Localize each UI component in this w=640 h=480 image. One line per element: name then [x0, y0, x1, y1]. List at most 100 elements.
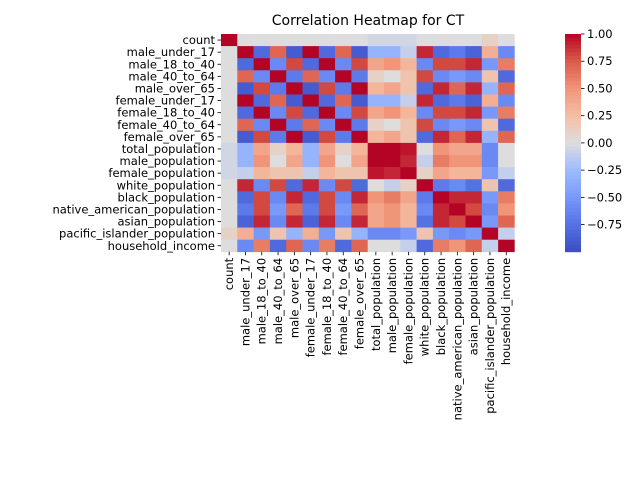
x-tick-label: female_population — [401, 258, 415, 365]
colorbar: 1.00 0.75 0.50 0.25 0.00 −0.25 −0.50 −0.75 — [565, 27, 622, 253]
heatmap-cell — [318, 58, 336, 71]
heatmap-cell — [351, 46, 368, 59]
heatmap-cell — [221, 94, 238, 107]
heatmap-cell — [302, 94, 320, 107]
heatmap-cell — [253, 155, 271, 168]
heatmap-cell — [269, 70, 287, 83]
heatmap-cell — [416, 94, 434, 107]
heatmap-cell — [498, 191, 515, 204]
x-tick-label: female_40_to_64 — [336, 258, 350, 356]
heatmap-cell — [237, 179, 254, 192]
heatmap-cell — [400, 130, 417, 144]
x-tick-label: male_18_to_40 — [255, 258, 269, 345]
heatmap-cell — [286, 82, 303, 95]
heatmap-cell — [465, 106, 483, 119]
heatmap-cell — [286, 58, 303, 71]
colorbar-segment — [565, 219, 581, 224]
heatmap-cell — [400, 142, 417, 156]
heatmap-cell — [465, 167, 483, 180]
colorbar-segment — [565, 175, 581, 180]
y-tick-label: household_income — [108, 239, 215, 253]
heatmap-cell — [253, 227, 271, 240]
chart-title: Correlation Heatmap for CT — [272, 13, 465, 29]
colorbar-segment — [565, 244, 581, 249]
y-tick-label: female_over_65 — [124, 130, 215, 144]
colorbar-segment — [565, 150, 581, 155]
colorbar-segment — [565, 124, 581, 129]
colorbar-segment — [565, 226, 581, 231]
colorbar-segment — [565, 139, 581, 144]
colorbar-segment — [565, 186, 581, 191]
heatmap-cell — [416, 215, 434, 228]
x-tick-label: black_population — [434, 258, 448, 355]
heatmap-cell — [384, 191, 401, 204]
heatmap-cell — [416, 34, 434, 47]
heatmap-cell — [449, 227, 466, 240]
heatmap-cell — [221, 34, 238, 47]
heatmap-cell — [221, 155, 238, 168]
heatmap-cell — [302, 34, 320, 47]
heatmap-cell — [416, 179, 434, 192]
x-tick-label: pacific_islander_population — [483, 258, 497, 414]
heatmap-cell — [286, 215, 303, 228]
heatmap-cell — [335, 46, 352, 59]
heatmap-cell — [481, 34, 499, 47]
colorbar-segment — [565, 77, 581, 82]
heatmap-cell — [449, 58, 466, 71]
heatmap-cell — [384, 70, 401, 83]
heatmap-cell — [449, 46, 466, 59]
heatmap-cell — [384, 130, 401, 144]
heatmap-cell — [335, 203, 352, 216]
colorbar-segment — [565, 161, 581, 166]
heatmap-cell — [221, 58, 238, 71]
heatmap-cell — [465, 179, 483, 192]
heatmap-cell — [367, 227, 385, 240]
heatmap-cell — [302, 106, 320, 119]
heatmap-cell — [400, 167, 417, 180]
y-tick-label: male_under_17 — [127, 45, 215, 59]
heatmap-cell — [302, 142, 320, 156]
heatmap-cell — [351, 167, 368, 180]
heatmap-cell — [416, 142, 434, 156]
heatmap-cell — [416, 118, 434, 132]
heatmap-cell — [269, 191, 287, 204]
heatmap-cell — [351, 203, 368, 216]
heatmap-cell — [286, 239, 303, 253]
heatmap-cell — [318, 118, 336, 132]
heatmap-cell — [302, 215, 320, 228]
heatmap-cell — [400, 34, 417, 47]
colorbar-segment — [565, 233, 581, 238]
heatmap-cell — [286, 118, 303, 132]
heatmap-cell — [237, 70, 254, 83]
y-tick-label: female_population — [108, 166, 215, 180]
heatmap-cell — [384, 215, 401, 228]
heatmap-cell — [335, 191, 352, 204]
heatmap-cell — [351, 106, 368, 119]
heatmap-cell — [367, 94, 385, 107]
heatmap-cell — [221, 167, 238, 180]
x-tick-label: asian_population — [467, 258, 481, 356]
colorbar-segment — [565, 102, 581, 107]
heatmap-cell — [286, 227, 303, 240]
heatmap-cell — [449, 203, 466, 216]
heatmap-cell — [221, 70, 238, 83]
heatmap-cell — [416, 130, 434, 144]
heatmap-cell — [416, 82, 434, 95]
heatmap-cell — [269, 58, 287, 71]
heatmap-cell — [351, 227, 368, 240]
heatmap-cell — [286, 130, 303, 144]
heatmap-cell — [465, 70, 483, 83]
heatmap-cell — [221, 239, 238, 253]
heatmap-cell — [498, 130, 515, 144]
colorbar-segment — [565, 110, 581, 115]
heatmap-cell — [432, 239, 450, 253]
heatmap-cell — [498, 82, 515, 95]
colorbar-tick-label: 0.75 — [587, 54, 613, 68]
colorbar-segment — [565, 81, 581, 86]
colorbar-segment — [565, 168, 581, 173]
colorbar-segment — [565, 146, 581, 151]
heatmap-cell — [318, 191, 336, 204]
heatmap-cell — [400, 191, 417, 204]
heatmap-cell — [286, 167, 303, 180]
heatmap-cell — [449, 239, 466, 253]
